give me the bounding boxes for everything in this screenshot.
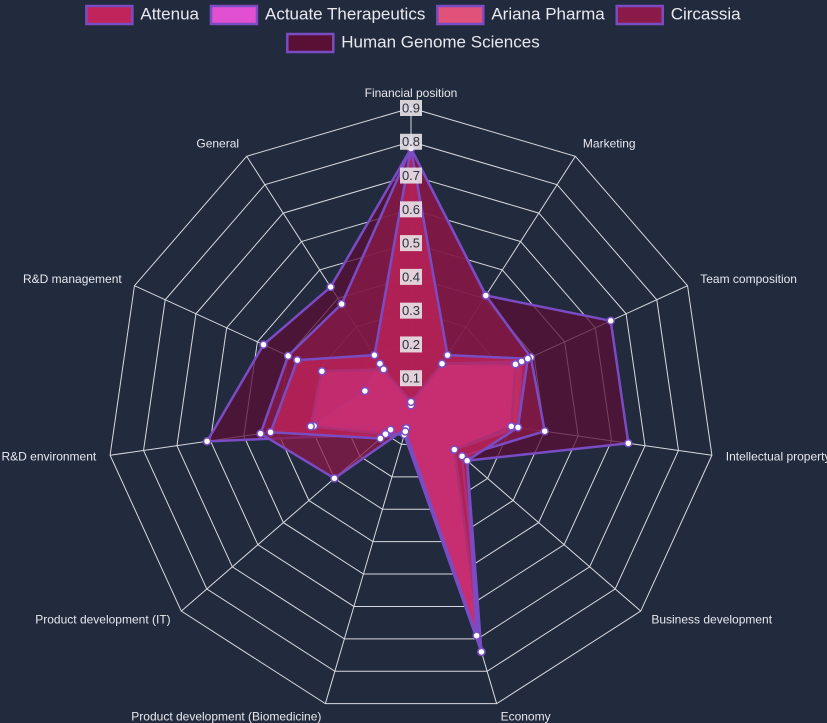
tick-label-bg bbox=[400, 167, 422, 184]
data-point bbox=[457, 451, 467, 461]
legend-label: Ariana Pharma bbox=[491, 4, 605, 23]
tick: 0.7 bbox=[400, 167, 422, 184]
data-point bbox=[317, 367, 327, 376]
data-point bbox=[507, 422, 516, 431]
tick-label-bg bbox=[400, 336, 422, 353]
legend-swatch bbox=[286, 32, 335, 54]
tick: 0.3 bbox=[400, 302, 422, 319]
axis-label: Business development bbox=[651, 612, 772, 626]
legend-swatch bbox=[436, 4, 485, 26]
tick: 0.1 bbox=[400, 370, 422, 387]
data-point bbox=[370, 350, 379, 360]
spoke bbox=[324, 411, 412, 704]
tick-label: 0.2 bbox=[402, 337, 420, 352]
data-point bbox=[443, 350, 452, 360]
tick-label: 0.6 bbox=[402, 202, 420, 217]
data-point bbox=[437, 359, 447, 368]
legend-item: Human Genome Sciences bbox=[286, 32, 540, 54]
tick-label-bg bbox=[400, 370, 422, 387]
tick-label: 0.4 bbox=[402, 269, 420, 284]
data-point bbox=[513, 423, 523, 432]
tick-label: 0.5 bbox=[402, 236, 420, 251]
data-point bbox=[472, 631, 481, 640]
data-point bbox=[511, 360, 520, 369]
tick: 0.4 bbox=[400, 268, 422, 285]
legend-item: Circassia bbox=[615, 4, 741, 26]
data-point bbox=[266, 427, 275, 437]
grid-ring bbox=[209, 208, 613, 607]
data-point bbox=[259, 340, 268, 349]
data-point bbox=[462, 456, 472, 465]
data-point bbox=[293, 355, 302, 365]
tick-label-bg bbox=[400, 100, 422, 116]
data-point bbox=[256, 429, 265, 438]
legend-label: Attenua bbox=[140, 4, 199, 23]
tick-label-bg bbox=[400, 302, 422, 319]
axis-label: General bbox=[196, 137, 239, 151]
axis-label: Product development (IT) bbox=[35, 612, 170, 626]
data-point bbox=[202, 437, 212, 446]
tick-label-bg bbox=[400, 268, 422, 285]
axis-label: Marketing bbox=[583, 137, 636, 151]
data-point bbox=[306, 422, 315, 431]
data-point bbox=[381, 429, 390, 439]
series-area bbox=[269, 147, 530, 637]
legend-label: Actuate Therapeutics bbox=[265, 4, 425, 23]
data-point bbox=[523, 354, 533, 363]
data-point bbox=[376, 434, 385, 443]
data-point bbox=[360, 386, 370, 396]
tick: 0.9 bbox=[400, 100, 422, 116]
tick: 0.6 bbox=[400, 201, 422, 218]
data-point bbox=[450, 445, 459, 454]
data-point bbox=[624, 438, 633, 448]
tick-label-bg bbox=[400, 201, 422, 218]
grid-ring bbox=[109, 107, 713, 705]
legend-label: Circassia bbox=[671, 4, 741, 23]
data-point bbox=[330, 474, 339, 483]
grid-ring bbox=[143, 141, 679, 672]
data-point bbox=[337, 299, 346, 309]
data-point bbox=[326, 282, 335, 292]
data-point bbox=[386, 425, 395, 434]
tick: 0.5 bbox=[400, 235, 422, 252]
tick: 0.2 bbox=[400, 336, 422, 353]
axis-label: Product development (Biomedicine) bbox=[131, 709, 321, 723]
data-point bbox=[375, 359, 385, 368]
tick-label-bg bbox=[400, 235, 422, 252]
legend-label: Human Genome Sciences bbox=[341, 32, 539, 51]
axis-label: Financial position bbox=[365, 86, 458, 100]
legend-swatch bbox=[615, 4, 664, 26]
legend-item: Actuate Therapeutics bbox=[209, 4, 425, 26]
axis-label: Economy bbox=[501, 709, 551, 723]
tick: 0.8 bbox=[400, 133, 422, 150]
tick-label: 0.7 bbox=[402, 168, 420, 183]
axis-label: Intellectual property bbox=[726, 449, 827, 463]
grid-ring bbox=[176, 175, 646, 640]
axis-label: R&D management bbox=[23, 272, 122, 286]
legend-swatch bbox=[209, 4, 259, 26]
axis-label: R&D environment bbox=[2, 449, 97, 463]
legend-swatch bbox=[85, 4, 134, 26]
legend-item: Ariana Pharma bbox=[436, 4, 605, 26]
data-point bbox=[283, 351, 293, 361]
tick-label: 0.1 bbox=[402, 371, 420, 386]
data-point bbox=[540, 426, 549, 436]
data-point bbox=[406, 397, 416, 407]
data-point bbox=[401, 427, 410, 436]
data-point bbox=[481, 291, 491, 300]
legend-item: Attenua bbox=[85, 4, 200, 26]
data-point bbox=[606, 316, 615, 326]
tick-label: 0.9 bbox=[402, 100, 420, 115]
axis-label: Team composition bbox=[700, 272, 797, 286]
tick-label: 0.3 bbox=[402, 303, 420, 318]
data-point bbox=[477, 647, 486, 657]
tick-label: 0.8 bbox=[402, 134, 420, 149]
tick-label-bg bbox=[400, 133, 422, 150]
data-point bbox=[379, 365, 388, 374]
